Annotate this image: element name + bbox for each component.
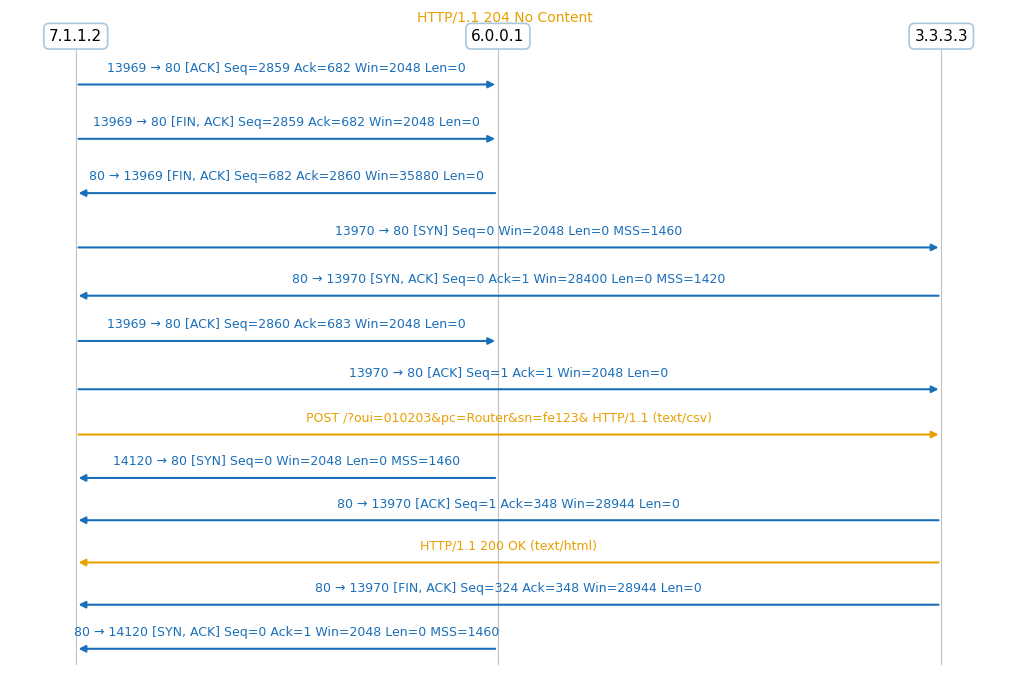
Text: 13969 → 80 [FIN, ACK] Seq=2859 Ack=682 Win=2048 Len=0: 13969 → 80 [FIN, ACK] Seq=2859 Ack=682 W…: [93, 116, 481, 129]
Text: HTTP/1.1 204 No Content: HTTP/1.1 204 No Content: [417, 10, 593, 24]
Text: 14120 → 80 [SYN] Seq=0 Win=2048 Len=0 MSS=1460: 14120 → 80 [SYN] Seq=0 Win=2048 Len=0 MS…: [113, 455, 461, 469]
Text: 80 → 14120 [SYN, ACK] Seq=0 Ack=1 Win=2048 Len=0 MSS=1460: 80 → 14120 [SYN, ACK] Seq=0 Ack=1 Win=20…: [74, 626, 500, 639]
Text: 13969 → 80 [ACK] Seq=2859 Ack=682 Win=2048 Len=0: 13969 → 80 [ACK] Seq=2859 Ack=682 Win=20…: [107, 62, 467, 75]
Text: 13969 → 80 [ACK] Seq=2860 Ack=683 Win=2048 Len=0: 13969 → 80 [ACK] Seq=2860 Ack=683 Win=20…: [107, 319, 467, 332]
Text: 6.0.0.1: 6.0.0.1: [472, 29, 524, 44]
Text: 80 → 13970 [SYN, ACK] Seq=0 Ack=1 Win=28400 Len=0 MSS=1420: 80 → 13970 [SYN, ACK] Seq=0 Ack=1 Win=28…: [292, 273, 725, 286]
Text: 3.3.3.3: 3.3.3.3: [914, 29, 969, 44]
Text: 13970 → 80 [ACK] Seq=1 Ack=1 Win=2048 Len=0: 13970 → 80 [ACK] Seq=1 Ack=1 Win=2048 Le…: [348, 367, 669, 380]
Text: 13970 → 80 [SYN] Seq=0 Win=2048 Len=0 MSS=1460: 13970 → 80 [SYN] Seq=0 Win=2048 Len=0 MS…: [335, 225, 682, 238]
Text: HTTP/1.1 200 OK (text/html): HTTP/1.1 200 OK (text/html): [420, 540, 597, 553]
Text: 80 → 13970 [FIN, ACK] Seq=324 Ack=348 Win=28944 Len=0: 80 → 13970 [FIN, ACK] Seq=324 Ack=348 Wi…: [315, 582, 702, 595]
Text: POST /?oui=010203&pc=Router&sn=fe123& HTTP/1.1 (text/csv): POST /?oui=010203&pc=Router&sn=fe123& HT…: [306, 412, 711, 425]
Text: 7.1.1.2: 7.1.1.2: [49, 29, 102, 44]
Text: 80 → 13969 [FIN, ACK] Seq=682 Ack=2860 Win=35880 Len=0: 80 → 13969 [FIN, ACK] Seq=682 Ack=2860 W…: [89, 171, 485, 184]
Text: 80 → 13970 [ACK] Seq=1 Ack=348 Win=28944 Len=0: 80 → 13970 [ACK] Seq=1 Ack=348 Win=28944…: [337, 497, 680, 510]
